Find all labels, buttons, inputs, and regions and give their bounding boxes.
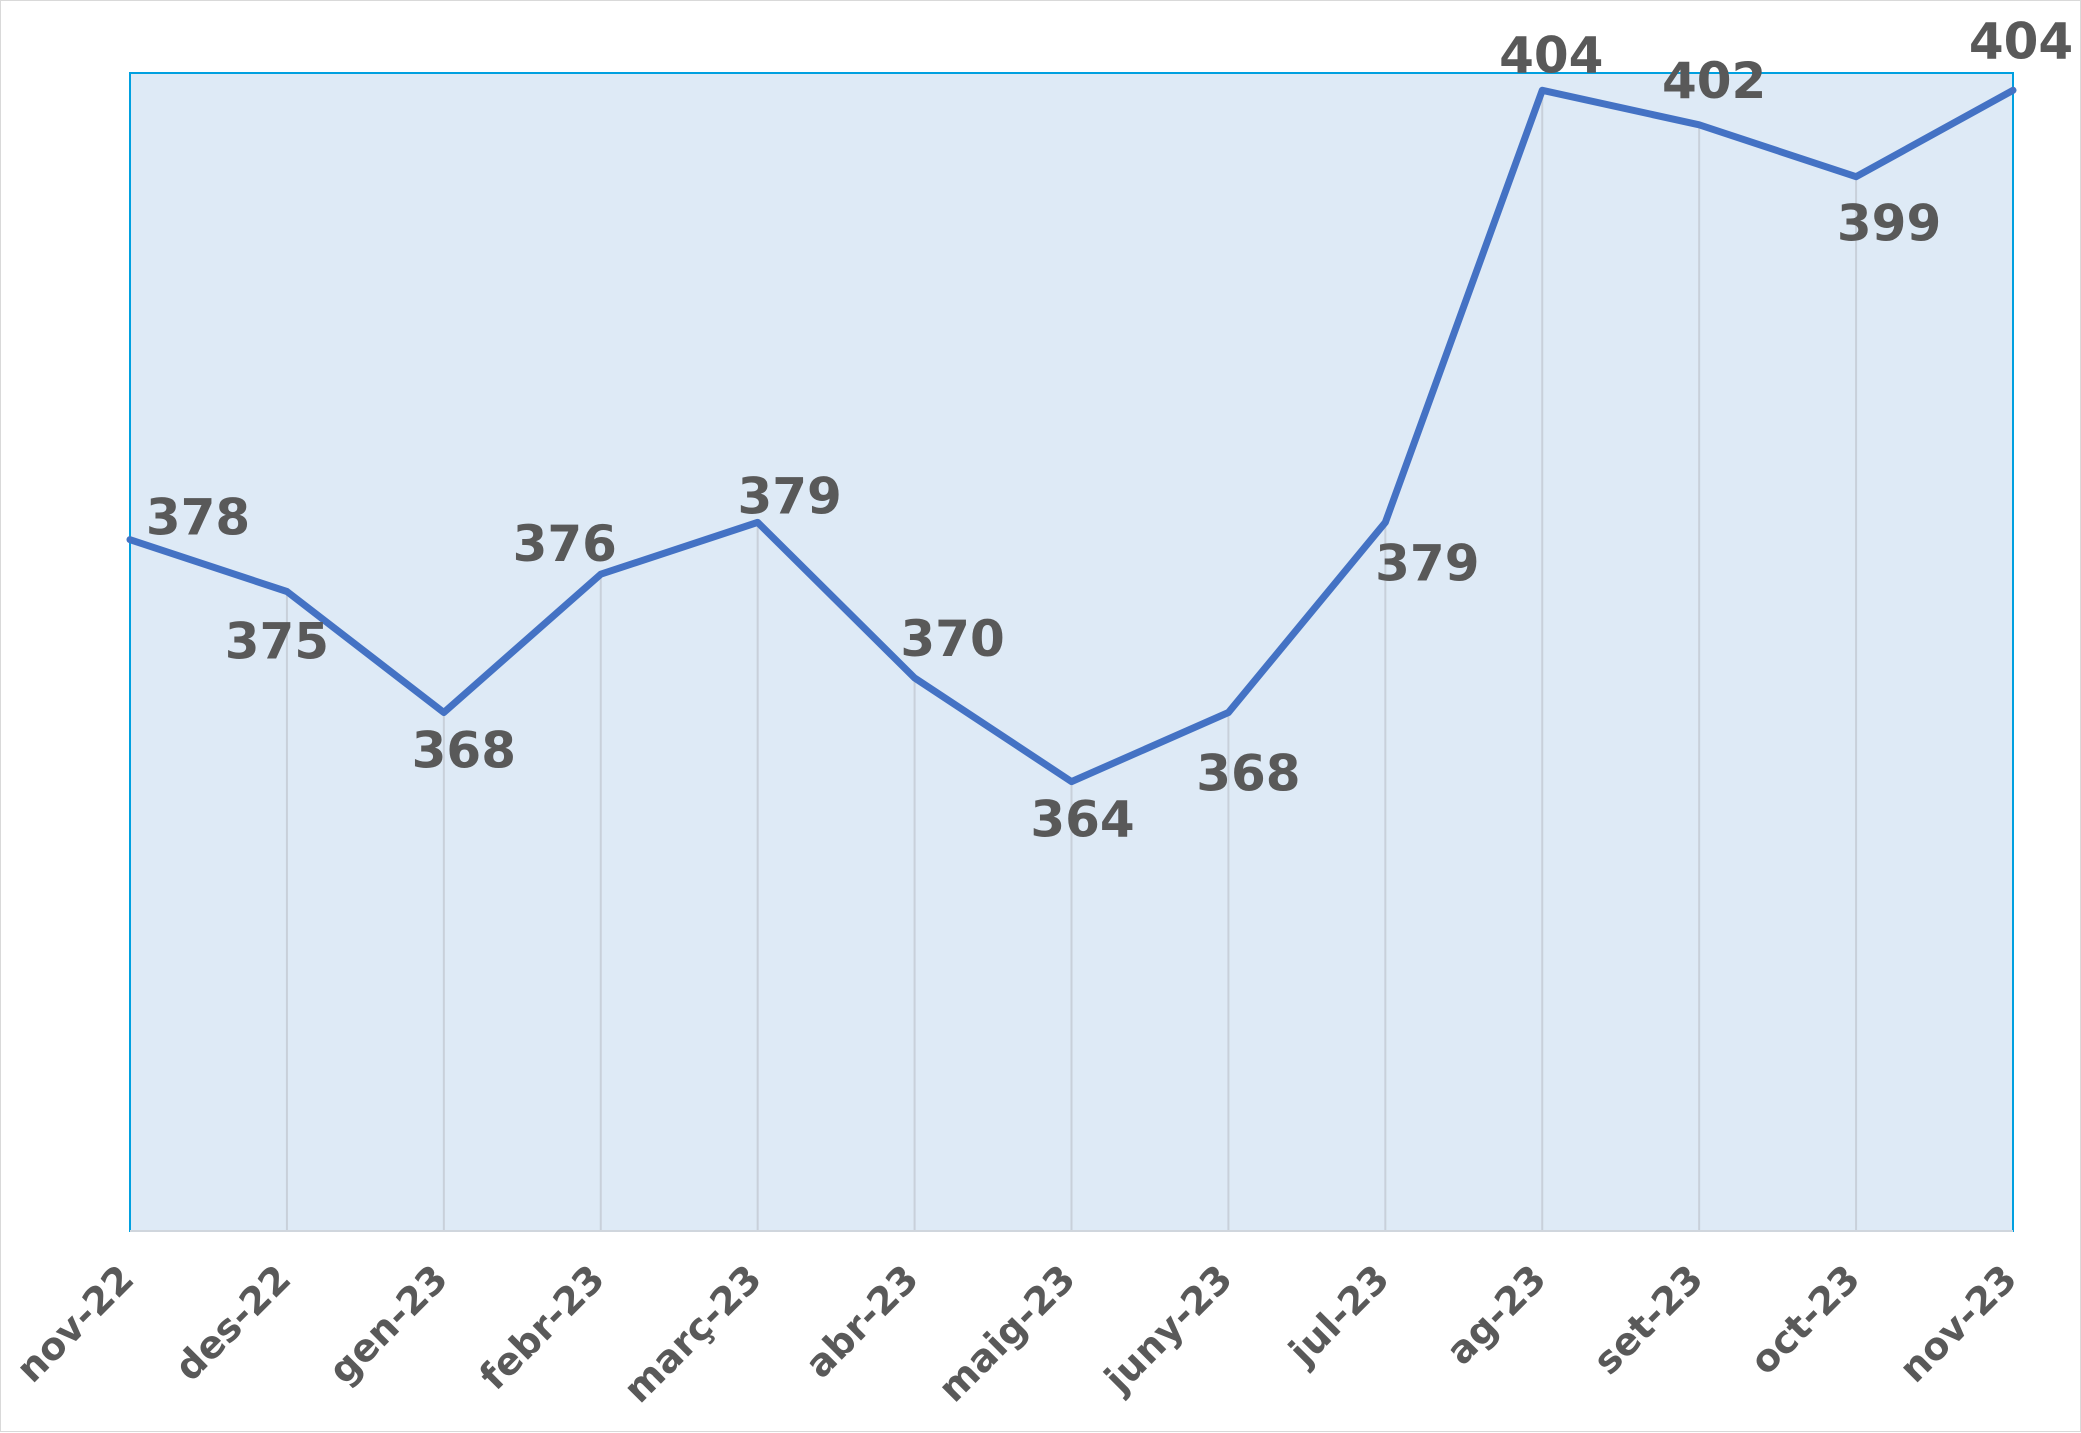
x-tick-abr-23: abr-23	[797, 1256, 927, 1386]
data-label-jul-23: 379	[1375, 534, 1479, 592]
x-tick-nov-23: nov-23	[1891, 1256, 2026, 1391]
x-tick-febr-23: febr-23	[471, 1256, 613, 1398]
data-label-gen-23: 368	[412, 721, 516, 779]
data-labels: 378 375 368 376 379 370 364 368 379 404 402 399 404	[146, 12, 2073, 848]
data-label-ag-23: 404	[1499, 26, 1603, 84]
data-label-maig-23: 364	[1030, 791, 1134, 849]
data-label-des-22: 375	[225, 613, 329, 671]
gridlines	[285, 90, 1858, 1231]
data-label-set-23: 402	[1662, 52, 1766, 110]
x-tick-labels: nov-22 des-22 gen-23 febr-23 març-23 abr-23 ma…	[8, 1256, 2026, 1411]
data-label-nov-22: 378	[146, 489, 250, 547]
x-tick-març-23: març-23	[615, 1256, 770, 1411]
x-tick-set-23: set-23	[1585, 1256, 1712, 1383]
data-label-març-23: 379	[737, 467, 841, 525]
x-tick-nov-22: nov-22	[8, 1256, 143, 1391]
x-tick-gen-23: gen-23	[320, 1256, 456, 1392]
data-label-abr-23: 370	[900, 610, 1004, 668]
x-tick-juny-23: juny-23	[1095, 1256, 1241, 1402]
x-tick-maig-23: maig-23	[930, 1256, 1084, 1410]
x-tick-oct-23: oct-23	[1742, 1256, 1869, 1383]
data-label-febr-23: 376	[513, 515, 617, 573]
x-tick-jul-23: jul-23	[1279, 1256, 1398, 1375]
data-label-oct-23: 399	[1837, 195, 1941, 253]
series-line	[126, 86, 2017, 786]
data-label-nov-23: 404	[1969, 12, 2073, 70]
data-label-juny-23: 368	[1196, 744, 1300, 802]
x-tick-des-22: des-22	[166, 1256, 299, 1389]
x-tick-ag-23: ag-23	[1438, 1256, 1555, 1373]
